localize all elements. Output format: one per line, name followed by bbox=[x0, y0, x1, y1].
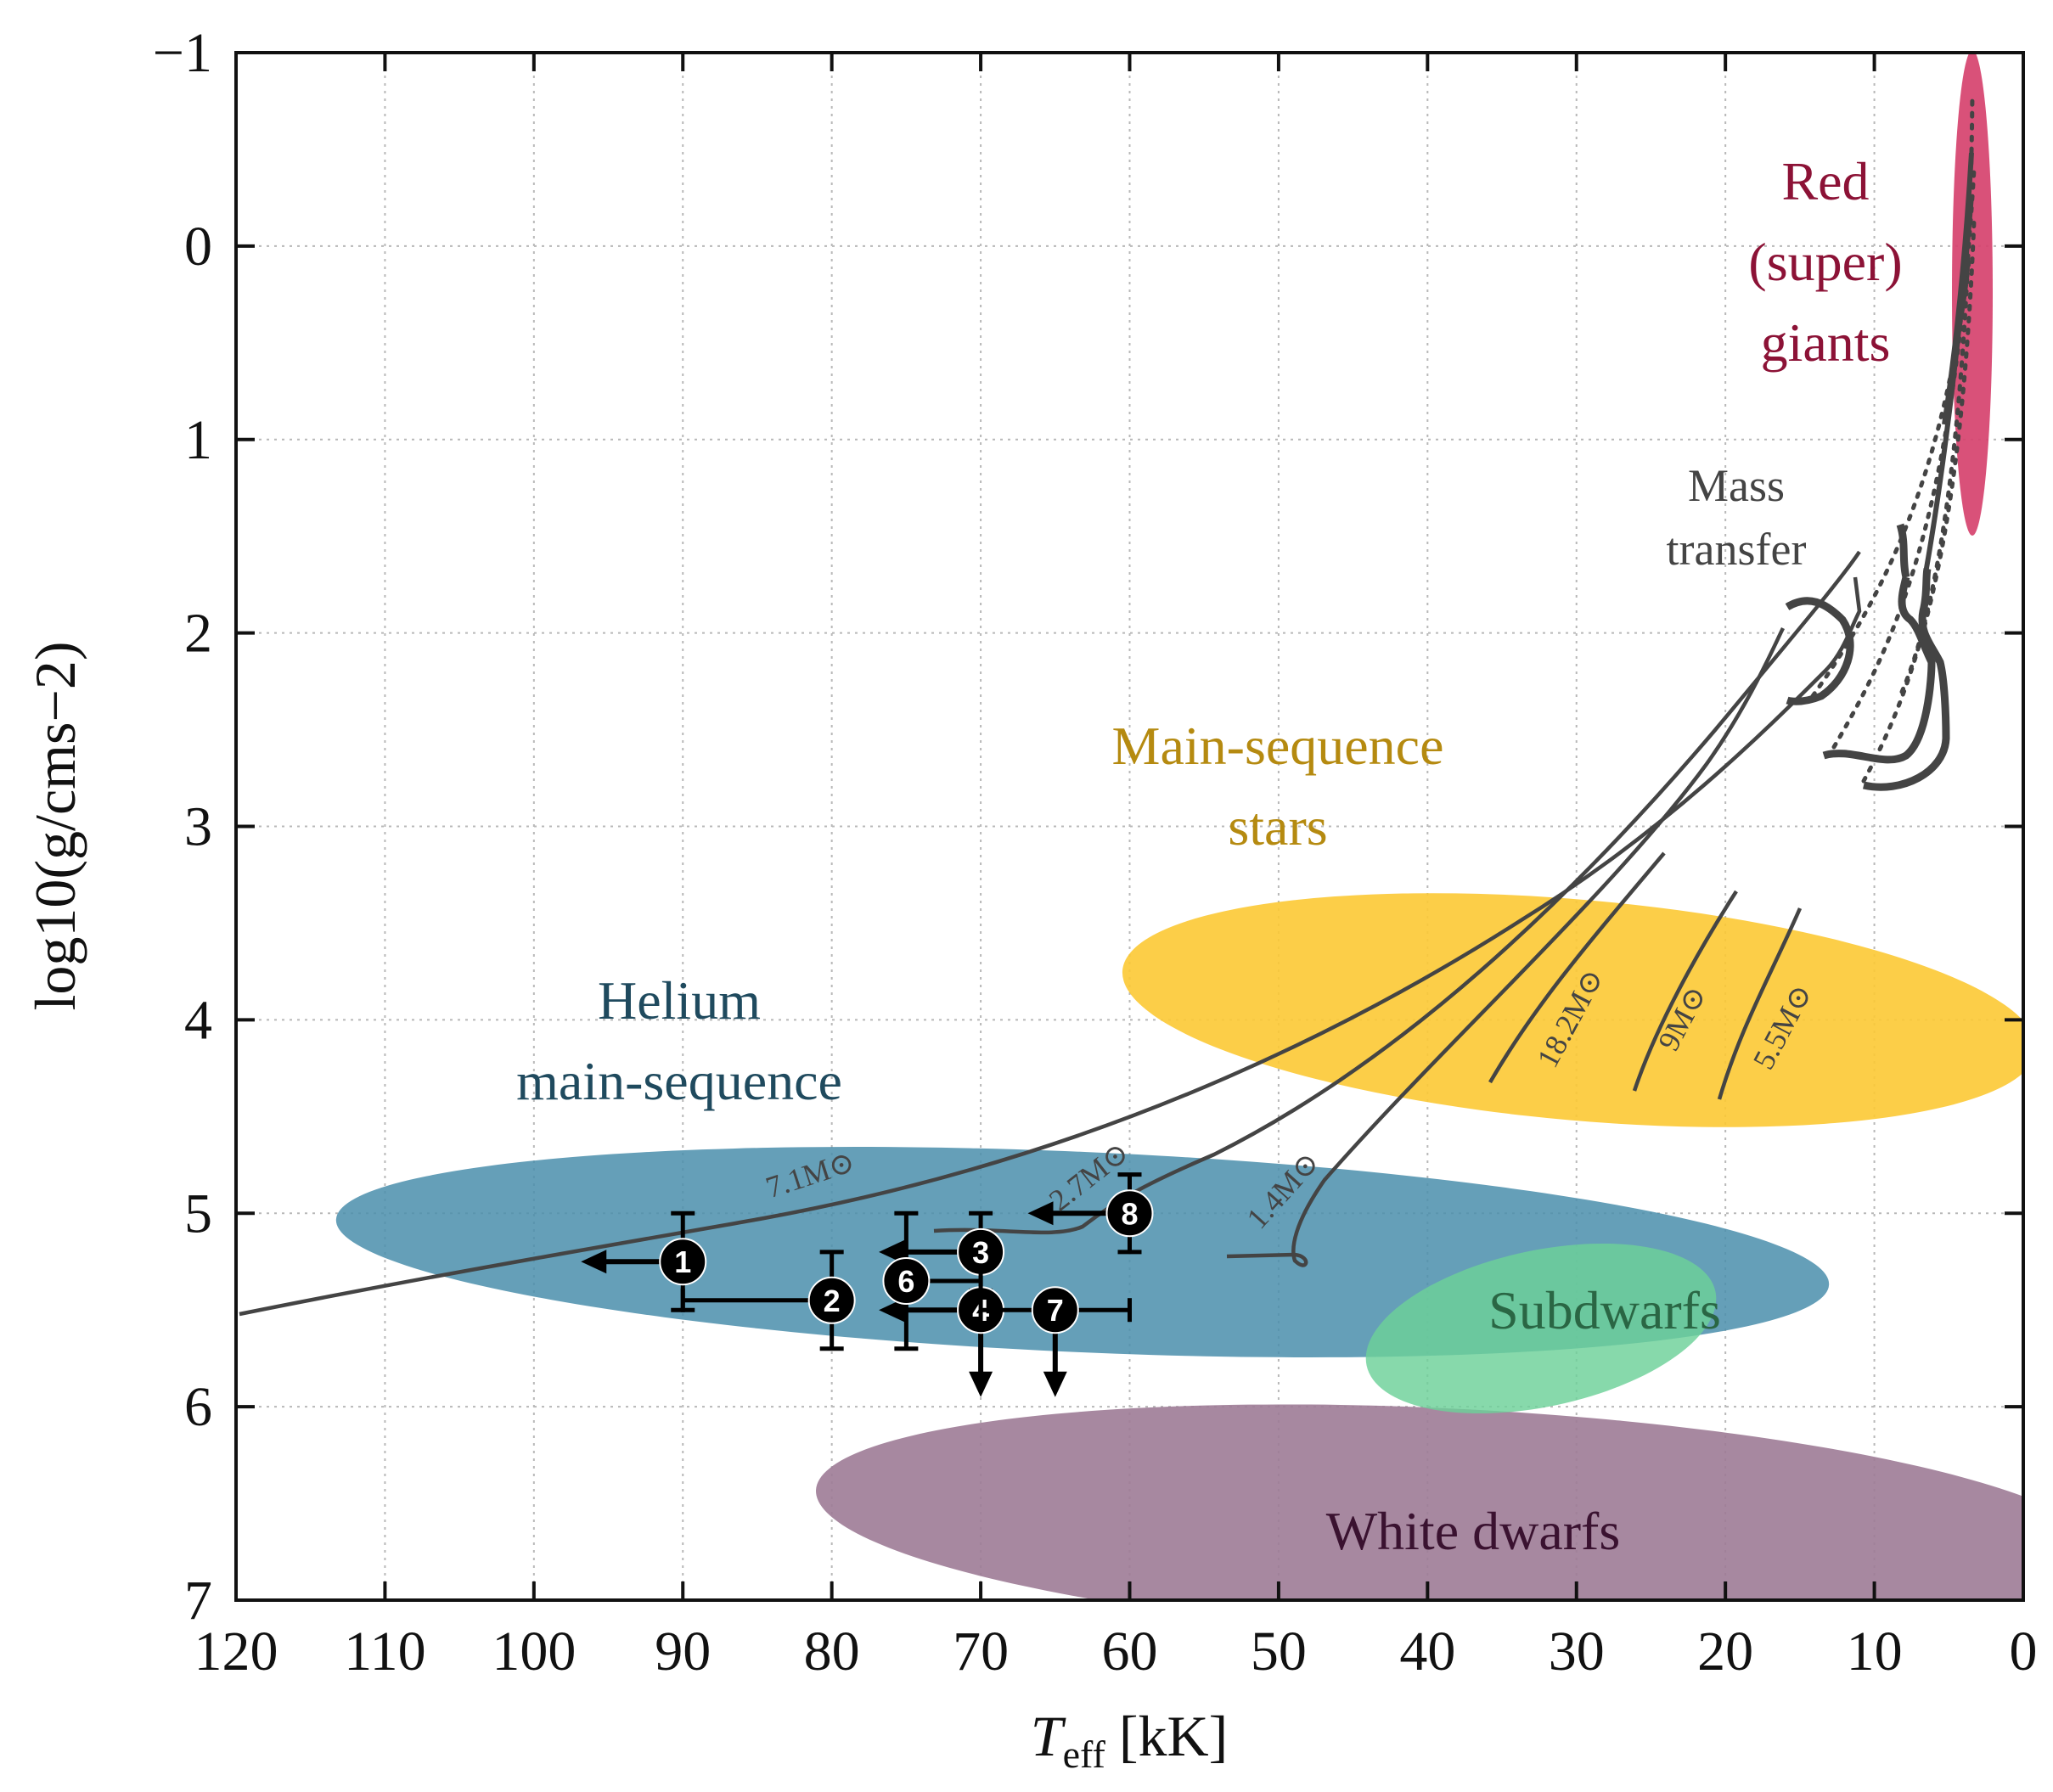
y-tick-label: 5 bbox=[184, 1182, 212, 1244]
upper-limit-arrowhead bbox=[581, 1250, 607, 1274]
x-axis-title-symbol: T bbox=[1031, 1704, 1066, 1768]
x-tick-label: 0 bbox=[2010, 1621, 2038, 1682]
data-point-label: 2 bbox=[824, 1284, 841, 1318]
mass-transfer-2 bbox=[1822, 576, 1936, 764]
x-axis-title: Teff [kK] bbox=[1031, 1704, 1228, 1776]
data-point-7: 7 bbox=[978, 1286, 1132, 1397]
x-axis-title-unit: [kK] bbox=[1119, 1704, 1228, 1768]
track-5.5 bbox=[1717, 907, 1803, 1100]
y-tick-label: 2 bbox=[184, 603, 212, 665]
region-shapes bbox=[335, 53, 2023, 1600]
grid bbox=[236, 53, 2023, 1600]
red-giants-label-line1: Red bbox=[1781, 151, 1869, 211]
x-tick-label: 100 bbox=[492, 1621, 576, 1682]
mass-transfer-1 bbox=[1785, 597, 1854, 705]
lower-limit-arrowhead bbox=[969, 1371, 993, 1397]
svg-text:Teff[kK]: Teff [kK] bbox=[1031, 1704, 1228, 1776]
main-sequence-label-line2: stars bbox=[1228, 796, 1327, 857]
track-1.4 bbox=[1226, 626, 1786, 1267]
data-point-label: 7 bbox=[1047, 1293, 1064, 1328]
data-point-marker bbox=[1031, 1286, 1079, 1334]
track-2.7 bbox=[933, 550, 1861, 1235]
x-tick-label: 90 bbox=[655, 1621, 711, 1682]
data-point-3: 3 bbox=[879, 1211, 1005, 1293]
x-tick-label: 110 bbox=[344, 1621, 426, 1682]
upper-limit-arrowhead bbox=[879, 1239, 905, 1264]
x-tick-label: 30 bbox=[1549, 1621, 1605, 1682]
x-tick-label: 10 bbox=[1847, 1621, 1903, 1682]
track-9 bbox=[1632, 890, 1738, 1092]
x-tick-label: 20 bbox=[1697, 1621, 1753, 1682]
data-point-8: 8 bbox=[1027, 1172, 1154, 1255]
x-axis-title-subscript: eff bbox=[1063, 1733, 1106, 1776]
y-tick-label: 1 bbox=[184, 409, 212, 471]
data-points: 1 2 3 46 7 8 bbox=[581, 1172, 1154, 1397]
dotted-track-1 bbox=[1810, 252, 1972, 699]
giant-branch-tracks bbox=[1923, 152, 1974, 574]
x-tick-label: 120 bbox=[194, 1621, 278, 1682]
data-point-label: 8 bbox=[1121, 1196, 1138, 1231]
subdwarfs-label: Subdwarfs bbox=[1488, 1280, 1721, 1340]
lower-limit-arrowhead bbox=[1043, 1371, 1067, 1397]
y-tick-label: 0 bbox=[184, 216, 212, 278]
y-tick-label: 7 bbox=[184, 1570, 212, 1632]
mass-transfer-3 bbox=[1863, 568, 1950, 791]
track-7.1 bbox=[239, 576, 1862, 1317]
giant-branch-2 bbox=[1942, 152, 1974, 425]
track-18.2 bbox=[1488, 851, 1666, 1084]
mass-transfer-4 bbox=[1896, 523, 1910, 579]
data-point-marker bbox=[882, 1257, 931, 1306]
data-point-4: 4 bbox=[879, 1286, 1005, 1397]
x-tick-label: 50 bbox=[1251, 1621, 1307, 1682]
region-labels: Helium main-sequence Main-sequence stars… bbox=[516, 151, 1903, 1561]
data-point-marker bbox=[807, 1276, 856, 1324]
upper-limit-arrowhead bbox=[879, 1298, 905, 1323]
x-tick-label: 60 bbox=[1102, 1621, 1158, 1682]
helium-label-line2: main-sequence bbox=[516, 1051, 842, 1111]
red-giants-label-line2: (super) bbox=[1748, 232, 1902, 292]
upper-limit-arrowhead bbox=[1027, 1201, 1054, 1226]
dotted-track-3 bbox=[1861, 218, 1977, 784]
data-point-label: 6 bbox=[897, 1264, 914, 1299]
red-giants-label-line3: giants bbox=[1761, 312, 1891, 373]
data-point-6: 6 bbox=[882, 1211, 983, 1351]
y-axis-title-text: log10(g/cms−2) bbox=[23, 642, 87, 1011]
y-tick-label: −1 bbox=[153, 22, 212, 84]
evolution-tracks bbox=[239, 523, 1950, 1317]
data-point-label: 3 bbox=[972, 1235, 989, 1270]
x-tick-label: 70 bbox=[953, 1621, 1009, 1682]
main-sequence-label-line1: Main-sequence bbox=[1112, 716, 1444, 776]
y-tick-label: 6 bbox=[184, 1376, 212, 1438]
white-dwarfs-label: White dwarfs bbox=[1326, 1501, 1621, 1561]
y-axis-title: log10(g/cms−2) bbox=[23, 642, 87, 1011]
x-tick-label: 80 bbox=[804, 1621, 860, 1682]
white-dwarfs-region bbox=[816, 1404, 2023, 1600]
y-tick-label: 3 bbox=[184, 796, 212, 858]
y-tick-label: 4 bbox=[184, 989, 212, 1051]
x-tick-label: 40 bbox=[1399, 1621, 1455, 1682]
data-point-label: 1 bbox=[674, 1244, 691, 1279]
data-point-marker bbox=[1105, 1189, 1154, 1238]
data-point-marker bbox=[659, 1238, 707, 1286]
subdwarfs-region bbox=[1365, 1243, 1717, 1414]
helium-label-line1: Helium bbox=[598, 970, 761, 1031]
mass-transfer-label-line1: Mass bbox=[1688, 460, 1785, 511]
data-point-2: 2 bbox=[680, 1250, 856, 1351]
mass-transfer-label-line2: transfer bbox=[1667, 524, 1807, 575]
main-sequence-region bbox=[1122, 893, 2023, 1127]
